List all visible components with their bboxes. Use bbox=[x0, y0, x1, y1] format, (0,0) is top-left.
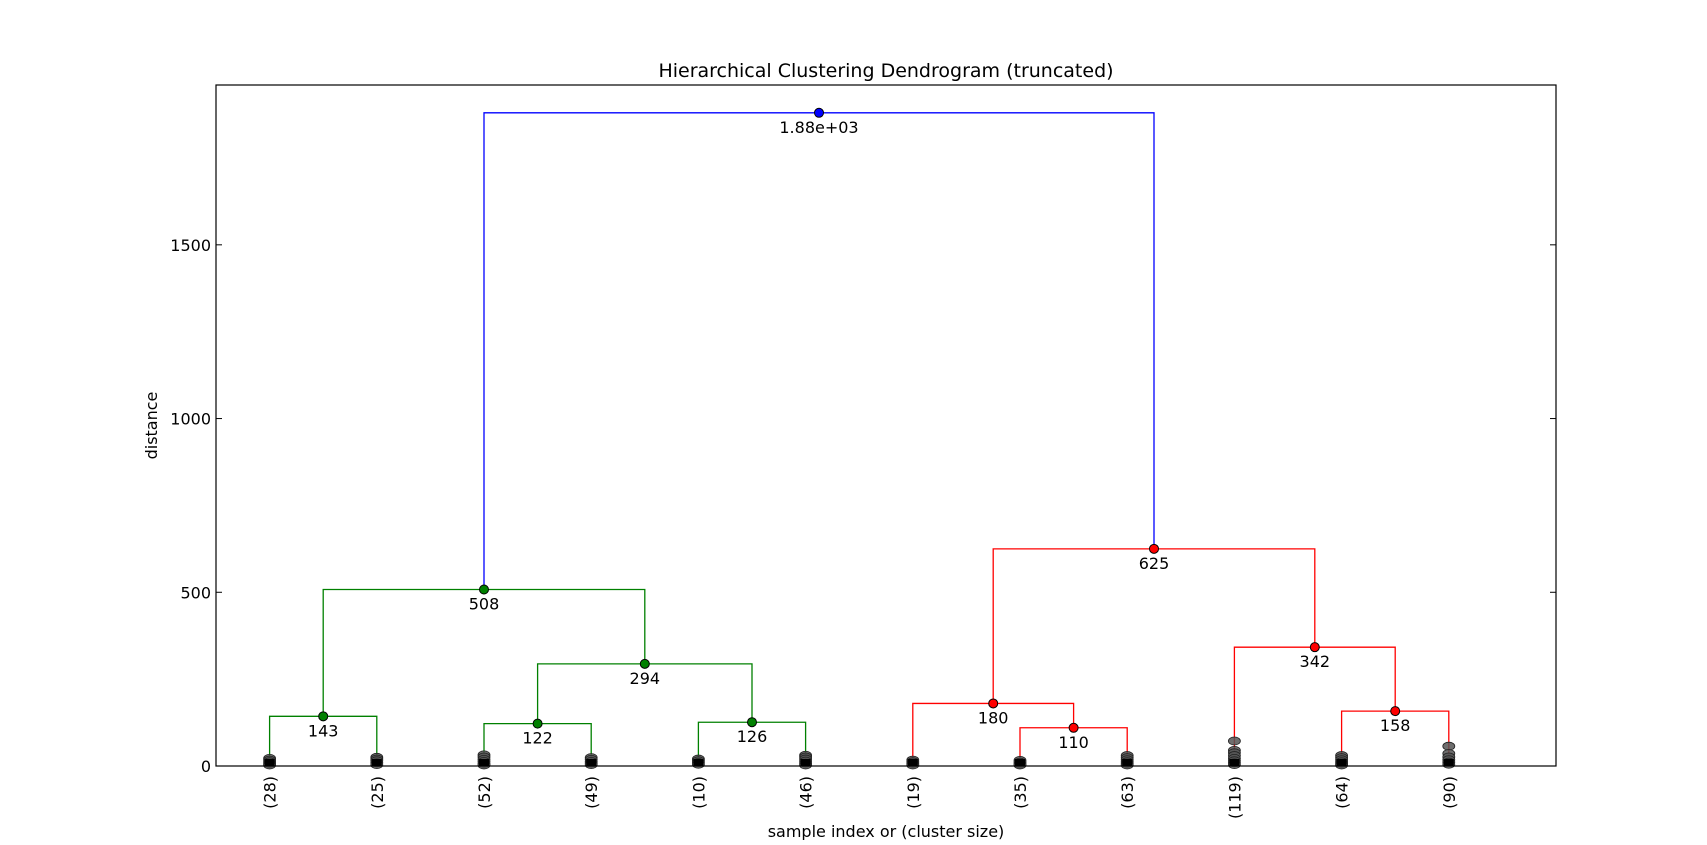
merge-distance-label: 143 bbox=[308, 721, 339, 740]
leaf-marker bbox=[1228, 736, 1241, 746]
merge-node bbox=[814, 107, 824, 118]
merge-node bbox=[1309, 642, 1320, 653]
merge-node bbox=[1390, 706, 1401, 717]
merge-node bbox=[1149, 543, 1159, 554]
y-tick-label: 1500 bbox=[170, 236, 211, 255]
merge-node bbox=[639, 658, 650, 669]
merge-distance-label: 180 bbox=[978, 708, 1009, 727]
merge-node bbox=[479, 584, 489, 595]
leaf-label: (49) bbox=[582, 776, 601, 809]
merge-node bbox=[318, 711, 329, 722]
merge-distance-label: 126 bbox=[737, 727, 768, 746]
leaf-label: (46) bbox=[797, 776, 816, 809]
leaf-marker bbox=[1442, 741, 1456, 751]
merge-distance-label: 1.88e+03 bbox=[779, 118, 858, 137]
x-axis: (28) (25) (52) (49) (10) (46) (19) (35) (63) (119… bbox=[261, 761, 1459, 819]
merge-distance-label: 294 bbox=[630, 669, 661, 688]
merge-distance-label: 110 bbox=[1058, 733, 1089, 752]
merge-node bbox=[988, 698, 999, 709]
merge-distance-label: 625 bbox=[1139, 554, 1170, 573]
merge-distance-label: 158 bbox=[1380, 716, 1411, 735]
merge-node bbox=[1068, 722, 1079, 733]
leaf-markers-layer bbox=[263, 736, 1456, 770]
y-axis-label: distance bbox=[142, 392, 161, 460]
merge-distance-label: 508 bbox=[469, 594, 500, 613]
y-axis: 0 500 1000 1500 bbox=[170, 236, 1556, 776]
leaf-label: (28) bbox=[261, 776, 280, 809]
y-tick-label: 500 bbox=[180, 583, 211, 602]
x-axis-label: sample index or (cluster size) bbox=[768, 822, 1005, 840]
leaf-label: (25) bbox=[368, 776, 387, 809]
merge-distance-label: 342 bbox=[1300, 652, 1331, 671]
merge-node bbox=[747, 717, 757, 728]
y-tick-label: 1000 bbox=[170, 410, 211, 429]
leaf-label: (119) bbox=[1225, 776, 1244, 819]
merge-distance-label: 122 bbox=[522, 729, 553, 748]
node-layer: 143 122 126 294 508 110 180 158 342 625 1.88e+03 bbox=[308, 107, 1411, 752]
leaf-label: (10) bbox=[689, 776, 708, 809]
merge-node bbox=[532, 718, 543, 729]
leaf-label: (52) bbox=[475, 776, 494, 809]
leaf-label: (64) bbox=[1333, 776, 1352, 809]
links-layer bbox=[268, 112, 1450, 766]
chart-title: Hierarchical Clustering Dendrogram (trun… bbox=[658, 60, 1113, 82]
plot-frame bbox=[215, 84, 1557, 767]
leaf-label: (63) bbox=[1118, 776, 1137, 809]
y-tick-label: 0 bbox=[201, 757, 211, 776]
leaf-label: (35) bbox=[1011, 776, 1030, 809]
dendrogram-link bbox=[483, 112, 1155, 590]
leaf-label: (19) bbox=[904, 776, 923, 809]
leaf-label: (90) bbox=[1440, 776, 1459, 809]
